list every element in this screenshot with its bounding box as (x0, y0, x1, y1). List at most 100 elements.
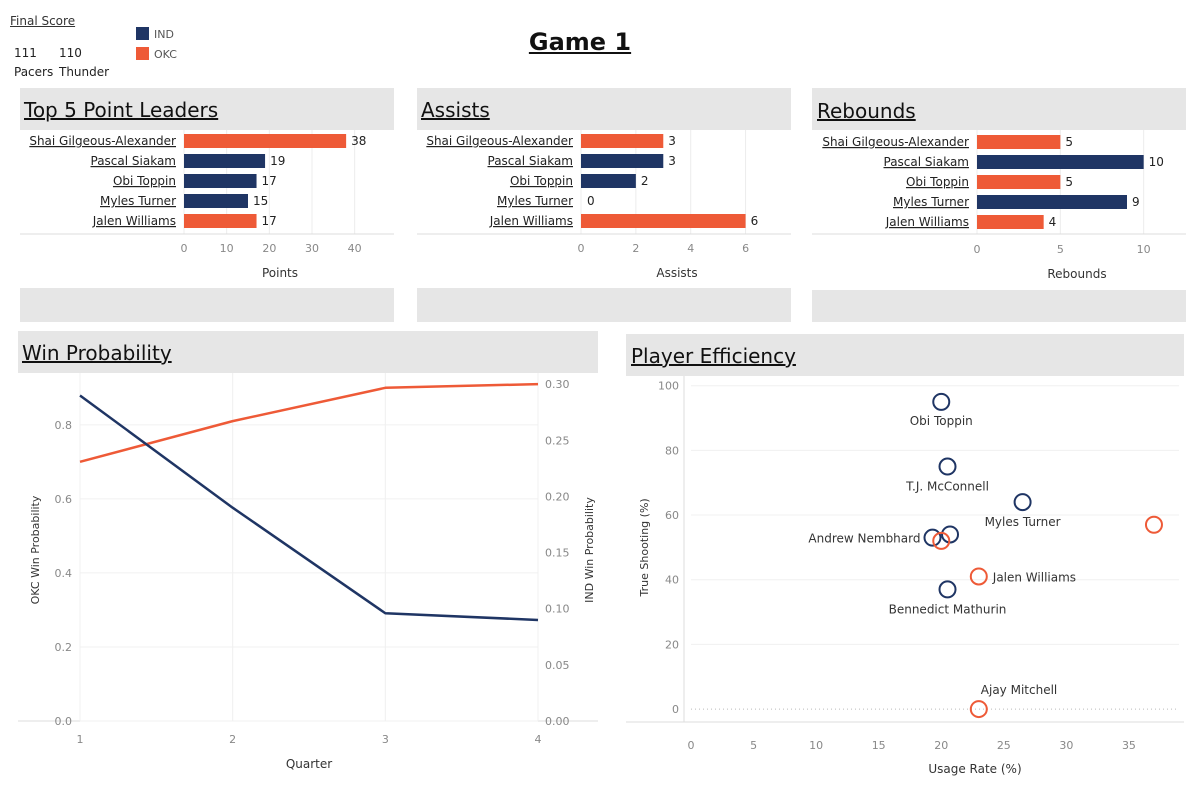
y-left-tick-label: 0.6 (55, 493, 73, 506)
bar-value-label: 9 (1132, 195, 1140, 209)
bar-value-label: 3 (668, 154, 676, 168)
x-tick-label: 1 (77, 733, 84, 746)
x-tick-label: 10 (1137, 243, 1151, 256)
points-panel-title: Top 5 Point Leaders (24, 98, 219, 122)
point-label: Andrew Nembhard (808, 532, 920, 546)
x-axis-label: Quarter (286, 757, 332, 771)
scatter-point (932, 392, 951, 411)
bar-category-label: Obi Toppin (906, 175, 969, 189)
bar-category-label: Jalen Williams (885, 215, 969, 229)
y-left-axis-label: OKC Win Probability (29, 495, 42, 604)
bar (184, 174, 257, 188)
bar-value-label: 4 (1049, 215, 1057, 229)
x-tick-label: 30 (1059, 739, 1073, 752)
y-tick-label: 60 (665, 509, 679, 522)
point-label: Myles Turner (985, 515, 1061, 529)
rebounds-bar-chart: Shai Gilgeous-Alexander 5 Pascal Siakam 10 O… (812, 130, 1186, 281)
home-team-name: Pacers (14, 65, 54, 79)
scatter-point (1144, 515, 1163, 534)
bar-category-label: Jalen Williams (489, 214, 573, 228)
legend-label-okc: OKC (154, 48, 177, 61)
x-tick-label: 2 (632, 242, 639, 255)
bar-category-label: Pascal Siakam (488, 154, 574, 168)
x-axis-label: Usage Rate (%) (928, 762, 1021, 776)
away-score: 110 (59, 46, 82, 60)
legend-swatch-okc[interactable] (136, 47, 149, 60)
point-label: T.J. McConnell (905, 480, 989, 494)
y-tick-label: 20 (665, 638, 679, 651)
bar-category-label: Obi Toppin (510, 174, 573, 188)
bar (581, 154, 664, 168)
x-tick-label: 10 (809, 739, 823, 752)
scatter-point (969, 567, 988, 586)
x-tick-label: 0 (974, 243, 981, 256)
scatter-point (1013, 493, 1032, 512)
legend-label-ind: IND (154, 28, 174, 41)
bar-value-label: 19 (270, 154, 285, 168)
bar-category-label: Pascal Siakam (91, 154, 177, 168)
scatter-point (923, 528, 942, 547)
points-panel-footer (20, 288, 394, 322)
x-tick-label: 30 (305, 242, 319, 255)
x-tick-label: 6 (742, 242, 749, 255)
legend-swatch-ind[interactable] (136, 27, 149, 40)
bar-category-label: Myles Turner (893, 195, 969, 209)
y-tick-label: 0 (672, 703, 679, 716)
point-label: Bennedict Mathurin (889, 602, 1007, 616)
x-axis-label: Points (262, 266, 298, 280)
y-left-tick-label: 0.2 (55, 641, 73, 654)
y-right-axis-label: IND Win Probability (583, 497, 596, 603)
y-right-tick-label: 0.05 (545, 659, 570, 672)
bar-value-label: 17 (262, 174, 277, 188)
x-tick-label: 15 (872, 739, 886, 752)
x-tick-label: 40 (348, 242, 362, 255)
x-tick-label: 20 (262, 242, 276, 255)
assists-panel-footer (417, 288, 791, 322)
y-tick-label: 100 (658, 380, 679, 393)
x-tick-label: 2 (229, 733, 236, 746)
bar-category-label: Shai Gilgeous-Alexander (822, 135, 969, 149)
x-tick-label: 5 (1057, 243, 1064, 256)
page-title: Game 1 (528, 28, 632, 56)
bar-category-label: Myles Turner (497, 194, 573, 208)
win-prob-panel-header: Win Probability (18, 331, 598, 373)
bar-value-label: 2 (641, 174, 649, 188)
x-tick-label: 3 (382, 733, 389, 746)
rebounds-panel-footer (812, 290, 1186, 322)
x-tick-label: 4 (687, 242, 694, 255)
bar-value-label: 5 (1065, 135, 1073, 149)
bar (581, 174, 636, 188)
bar-value-label: 15 (253, 194, 268, 208)
bar-category-label: Shai Gilgeous-Alexander (426, 134, 573, 148)
bar (184, 154, 266, 168)
bar (184, 214, 257, 228)
x-tick-label: 0 (181, 242, 188, 255)
y-tick-label: 40 (665, 574, 679, 587)
assists-panel-header: Assists (417, 88, 791, 130)
bar (977, 175, 1061, 189)
point-label: Jalen Williams (992, 570, 1076, 584)
bar (977, 155, 1144, 169)
y-left-tick-label: 0.8 (55, 419, 73, 432)
bar (977, 215, 1044, 229)
x-tick-label: 20 (934, 739, 948, 752)
x-tick-label: 35 (1122, 739, 1136, 752)
bar-value-label: 6 (751, 214, 759, 228)
win-probability-chart: 0.0 0.2 0.4 0.6 0.8 0.00 0.05 0.10 0.15 0.20 0.25 0… (18, 373, 598, 771)
y-tick-label: 80 (665, 444, 679, 457)
y-right-tick-label: 0.15 (545, 547, 570, 560)
point-label: Ajay Mitchell (981, 683, 1057, 697)
bar (977, 195, 1127, 209)
x-tick-label: 4 (535, 733, 542, 746)
bar-value-label: 38 (351, 134, 366, 148)
assists-bar-chart: Shai Gilgeous-Alexander 3 Pascal Siakam 3 Ob… (417, 130, 791, 280)
bar (184, 134, 347, 148)
bar (581, 134, 664, 148)
series-line-okc (79, 382, 539, 464)
bar-value-label: 10 (1149, 155, 1164, 169)
bar-category-label: Obi Toppin (113, 174, 176, 188)
bar (581, 214, 746, 228)
y-right-tick-label: 0.10 (545, 603, 570, 616)
x-axis-label: Assists (656, 266, 697, 280)
y-right-tick-label: 0.00 (545, 715, 570, 728)
